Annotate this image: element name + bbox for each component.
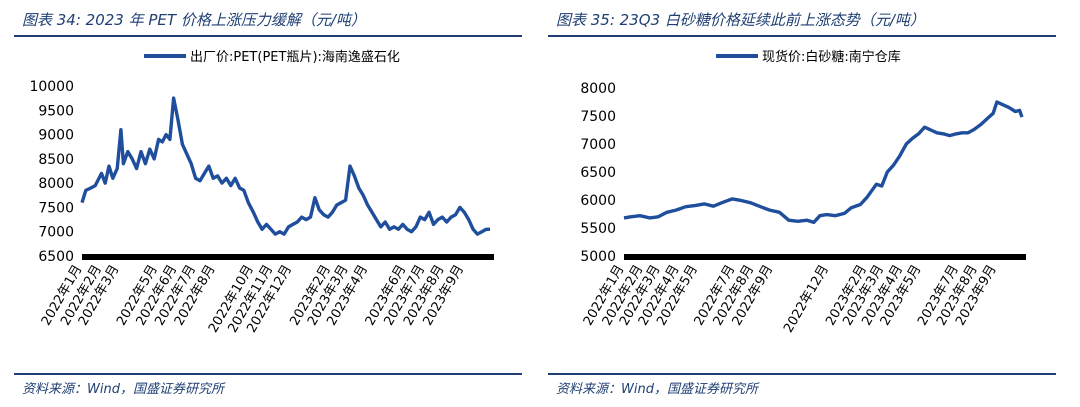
y-tick-label: 8000 <box>38 176 74 192</box>
y-tick-label: 10000 <box>29 79 74 95</box>
y-tick-label: 7500 <box>38 200 74 216</box>
legend-label: 出厂价:PET(PET瓶片):海南逸盛石化 <box>190 49 400 65</box>
series-line <box>80 96 490 236</box>
y-tick-label: 7000 <box>580 137 616 153</box>
y-tick-label: 7000 <box>38 225 74 241</box>
chart-source: 资料来源：Wind，国盛证券研究所 <box>556 382 758 397</box>
y-tick-label: 8500 <box>38 152 74 168</box>
sugar-price-chart: 50005500600065007000750080002022年1月2022年… <box>580 49 1026 336</box>
x-tick-label: 2022年12月 <box>781 263 832 336</box>
y-tick-label: 6500 <box>38 249 74 265</box>
y-tick-label: 5500 <box>580 221 616 237</box>
x-axis-baseline <box>82 254 494 260</box>
y-tick-label: 6000 <box>580 193 616 209</box>
chart-panel-pet: 图表 34: 2023 年 PET 价格上涨压力缓解（元/吨） 6500 7000… <box>14 0 534 407</box>
source-rule <box>548 373 1056 375</box>
y-tick-label: 5000 <box>580 249 616 265</box>
y-tick-label: 9000 <box>38 128 74 144</box>
y-tick-label: 8000 <box>580 81 616 97</box>
chart-source: 资料来源：Wind，国盛证券研究所 <box>22 382 224 397</box>
x-axis-baseline <box>624 254 1026 260</box>
chart-title: 图表 35: 23Q3 白砂糖价格延续此前上涨态势（元/吨） <box>556 11 925 29</box>
pet-price-chart: 6500700075008000850090009500100002022年1月… <box>29 49 494 336</box>
y-tick-label: 7500 <box>580 109 616 125</box>
source-rule <box>14 373 522 375</box>
title-rule <box>548 35 1056 37</box>
y-tick-label: 6500 <box>580 165 616 181</box>
chart-panel-sugar: 图表 35: 23Q3 白砂糖价格延续此前上涨态势（元/吨） 5000 5500 6… <box>548 0 1068 407</box>
chart-title: 图表 34: 2023 年 PET 价格上涨压力缓解（元/吨） <box>22 11 366 29</box>
series-line <box>623 100 1024 225</box>
legend-label: 现货价:白砂糖:南宁仓库 <box>762 49 901 65</box>
y-tick-label: 9500 <box>38 103 74 119</box>
title-rule <box>14 35 522 37</box>
